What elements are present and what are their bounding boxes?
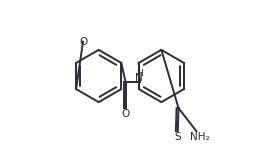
Text: O: O <box>79 37 87 47</box>
Text: NH₂: NH₂ <box>190 132 210 142</box>
Text: S: S <box>175 132 181 142</box>
Text: N: N <box>135 73 143 83</box>
Text: H: H <box>136 69 143 78</box>
Text: O: O <box>121 109 130 119</box>
